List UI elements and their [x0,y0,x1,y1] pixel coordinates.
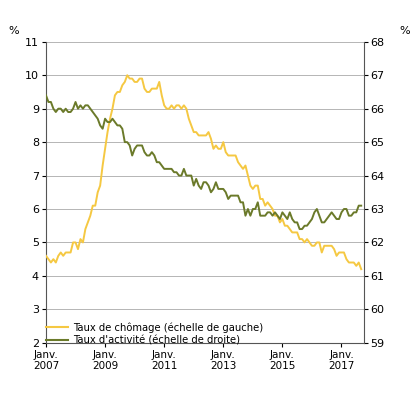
Text: %: % [8,25,19,36]
Legend: Taux de chômage (échelle de gauche), Taux d'activité (échelle de droite): Taux de chômage (échelle de gauche), Tau… [46,322,263,346]
Text: %: % [399,25,410,36]
